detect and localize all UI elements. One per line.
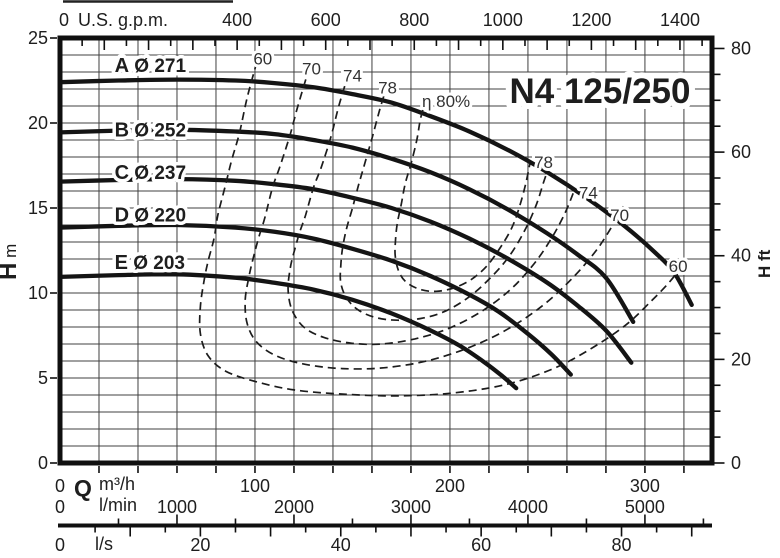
- right-axis-tick-label: 80: [731, 38, 751, 58]
- top-axis-tick-label: 1400: [660, 10, 700, 30]
- ls-scale-tick-label: 0: [55, 535, 65, 555]
- head-curve-E: [57, 272, 519, 391]
- head-curve-A: [57, 77, 694, 308]
- right-axis-title: H ft: [755, 249, 774, 278]
- head-curve-B: [57, 127, 636, 325]
- left-axis-tick-label: 0: [38, 453, 48, 473]
- efficiency-label-3: 78: [378, 78, 397, 97]
- m3h-scale-tick-label: 0: [55, 476, 65, 496]
- lmin-scale-tick-label: 2000: [274, 497, 314, 517]
- top-axis-unit-label: U.S. g.p.m.: [78, 10, 168, 30]
- right-axis-tick-label: 0: [731, 453, 741, 473]
- efficiency-label-7: 70: [610, 206, 629, 225]
- efficiency-contour-78: [339, 83, 551, 322]
- efficiency-label-1: 70: [302, 60, 321, 79]
- head-curve-D: [57, 222, 573, 377]
- top-axis-tick-label: 1000: [483, 10, 523, 30]
- left-axis-tick-label: 10: [28, 283, 48, 303]
- plot-border: [57, 35, 715, 466]
- right-axis-tick-label: 40: [731, 246, 751, 266]
- lmin-scale-tick-label: 0: [55, 497, 65, 517]
- m3h-scale-tick-label: 100: [240, 476, 270, 496]
- efficiency-contour-74: [287, 73, 576, 346]
- efficiency-label-8: 60: [669, 257, 688, 276]
- lmin-scale-tick-label: 4000: [508, 497, 548, 517]
- head-curve-label-B: B Ø 252: [115, 120, 186, 142]
- m3h-scale-tick-label: 200: [435, 476, 465, 496]
- top-axis-tick-label: 800: [399, 10, 429, 30]
- efficiency-label-4: η 80%: [422, 92, 470, 111]
- efficiency-label-6: 74: [579, 184, 598, 203]
- left-axis-tick-label: 5: [38, 368, 48, 388]
- top-axis-tick-label: 1200: [571, 10, 611, 30]
- head-curve-label-D: D Ø 220: [115, 205, 186, 227]
- left-axis-tick-label: 15: [28, 198, 48, 218]
- ls-scale-unit-label: l/s: [95, 534, 113, 554]
- lmin-scale-unit-label: l/min: [99, 495, 137, 515]
- head-curve-label-A: A Ø 271: [115, 55, 187, 77]
- m3h-scale-unit-label: m³/h: [99, 474, 135, 494]
- efficiency-label-5: 78: [534, 153, 553, 172]
- efficiency-label-2: 74: [343, 66, 362, 85]
- top-axis-tick-label: 600: [311, 10, 341, 30]
- efficiency-label-0: 60: [253, 49, 272, 68]
- left-axis-tick-label: 25: [28, 28, 48, 48]
- ls-scale-tick-label: 80: [612, 535, 632, 555]
- ls-scale-tick-label: 60: [471, 535, 491, 555]
- efficiency-contour-70: [244, 66, 625, 370]
- ls-scale-tick-label: 40: [331, 535, 351, 555]
- top-axis-tick-label: 0: [59, 10, 69, 30]
- top-axis-tick-label: 400: [222, 10, 252, 30]
- efficiency-contour-60: [198, 61, 687, 397]
- lmin-scale-tick-label: 5000: [625, 497, 665, 517]
- lmin-scale-tick-label: 1000: [157, 497, 197, 517]
- left-axis-title: H m: [0, 244, 22, 280]
- ls-scale-tick-label: 20: [190, 535, 210, 555]
- lmin-scale-tick-label: 3000: [391, 497, 431, 517]
- head-curve-C: [57, 176, 634, 365]
- flow-axis-symbol: Q: [74, 475, 92, 501]
- right-axis-tick-label: 60: [731, 142, 751, 162]
- m3h-scale-tick-label: 300: [630, 476, 660, 496]
- right-axis-tick-label: 20: [731, 349, 751, 369]
- head-curve-label-E: E Ø 203: [115, 252, 185, 274]
- head-curve-label-C: C Ø 237: [115, 162, 186, 184]
- left-axis-tick-label: 20: [28, 113, 48, 133]
- chart-title: N4 125/250: [510, 72, 691, 111]
